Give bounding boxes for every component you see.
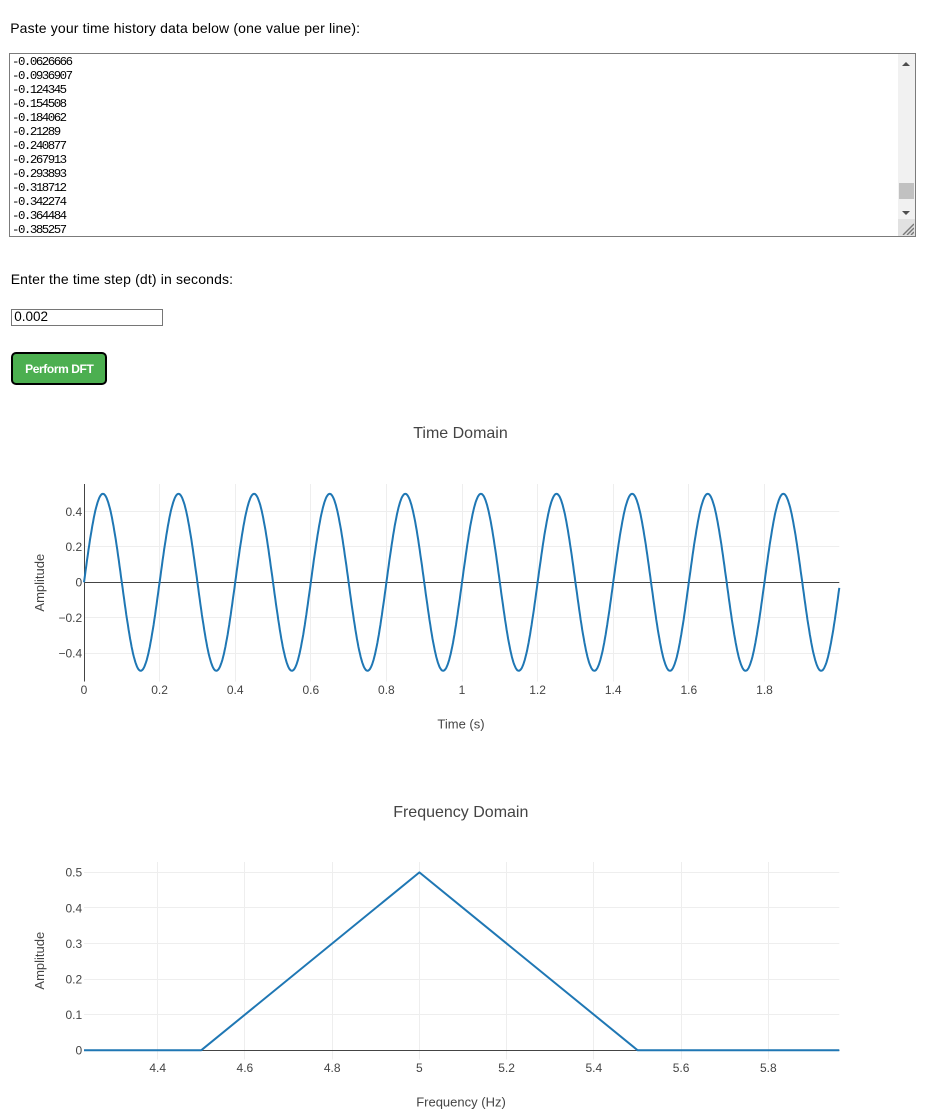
svg-text:Time (s): Time (s) (437, 717, 484, 732)
svg-text:4.6: 4.6 (237, 1061, 254, 1075)
svg-text:1: 1 (459, 683, 466, 697)
svg-text:Frequency Domain: Frequency Domain (393, 804, 528, 821)
svg-text:0.2: 0.2 (66, 540, 83, 554)
svg-text:5.4: 5.4 (585, 1061, 602, 1075)
svg-text:1.8: 1.8 (756, 683, 773, 697)
svg-text:0.4: 0.4 (227, 683, 244, 697)
svg-text:0: 0 (81, 683, 88, 697)
svg-text:0.2: 0.2 (151, 683, 168, 697)
svg-text:5.8: 5.8 (760, 1061, 777, 1075)
svg-text:1.4: 1.4 (605, 683, 622, 697)
svg-text:0: 0 (76, 1044, 83, 1058)
svg-text:Amplitude: Amplitude (32, 932, 47, 990)
svg-text:Frequency (Hz): Frequency (Hz) (416, 1095, 506, 1110)
svg-text:−0.4: −0.4 (58, 646, 82, 660)
svg-text:0.8: 0.8 (378, 683, 395, 697)
svg-text:1.2: 1.2 (529, 683, 546, 697)
svg-text:5: 5 (416, 1061, 423, 1075)
svg-text:0: 0 (76, 576, 83, 590)
svg-text:0.2: 0.2 (66, 972, 83, 986)
svg-text:Amplitude: Amplitude (32, 554, 47, 612)
svg-text:4.8: 4.8 (324, 1061, 341, 1075)
svg-text:0.6: 0.6 (302, 683, 319, 697)
svg-text:0.4: 0.4 (66, 505, 83, 519)
svg-text:0.1: 0.1 (66, 1008, 83, 1022)
svg-text:Time Domain: Time Domain (413, 425, 508, 442)
svg-text:5.6: 5.6 (673, 1061, 690, 1075)
svg-text:5.2: 5.2 (498, 1061, 515, 1075)
svg-text:0.3: 0.3 (66, 937, 83, 951)
svg-text:1.6: 1.6 (680, 683, 697, 697)
svg-text:−0.2: −0.2 (58, 611, 82, 625)
svg-text:0.5: 0.5 (66, 866, 83, 880)
svg-text:4.4: 4.4 (149, 1061, 166, 1075)
svg-text:0.4: 0.4 (66, 901, 83, 915)
